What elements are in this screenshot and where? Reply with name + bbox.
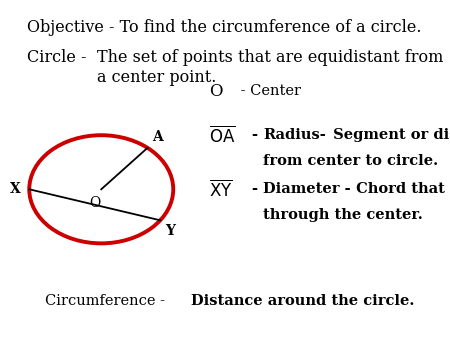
Text: -: - (252, 128, 263, 142)
Text: Segment or distance: Segment or distance (328, 128, 450, 142)
Text: - Center: - Center (236, 84, 301, 98)
Text: $\overline{\mathrm{OA}}$: $\overline{\mathrm{OA}}$ (209, 125, 236, 146)
Text: The set of points that are equidistant from: The set of points that are equidistant f… (97, 49, 443, 66)
Text: from center to circle.: from center to circle. (263, 153, 438, 168)
Text: -: - (252, 182, 263, 196)
Text: O: O (89, 196, 100, 210)
Text: Chord that passes: Chord that passes (351, 182, 450, 196)
Text: Circumference -: Circumference - (45, 294, 165, 308)
Text: A: A (152, 130, 163, 144)
Text: Diameter -: Diameter - (263, 182, 351, 196)
Text: X: X (9, 182, 20, 196)
Text: Objective - To find the circumference of a circle.: Objective - To find the circumference of… (27, 19, 422, 35)
Text: $\overline{\mathrm{XY}}$: $\overline{\mathrm{XY}}$ (209, 179, 233, 200)
Text: Y: Y (165, 224, 175, 238)
Text: Circle -: Circle - (27, 49, 86, 66)
Text: O: O (209, 83, 223, 100)
Text: Distance around the circle.: Distance around the circle. (191, 294, 414, 308)
Text: a center point.: a center point. (97, 69, 216, 86)
Text: through the center.: through the center. (263, 208, 423, 222)
Text: Radius-: Radius- (263, 128, 326, 142)
